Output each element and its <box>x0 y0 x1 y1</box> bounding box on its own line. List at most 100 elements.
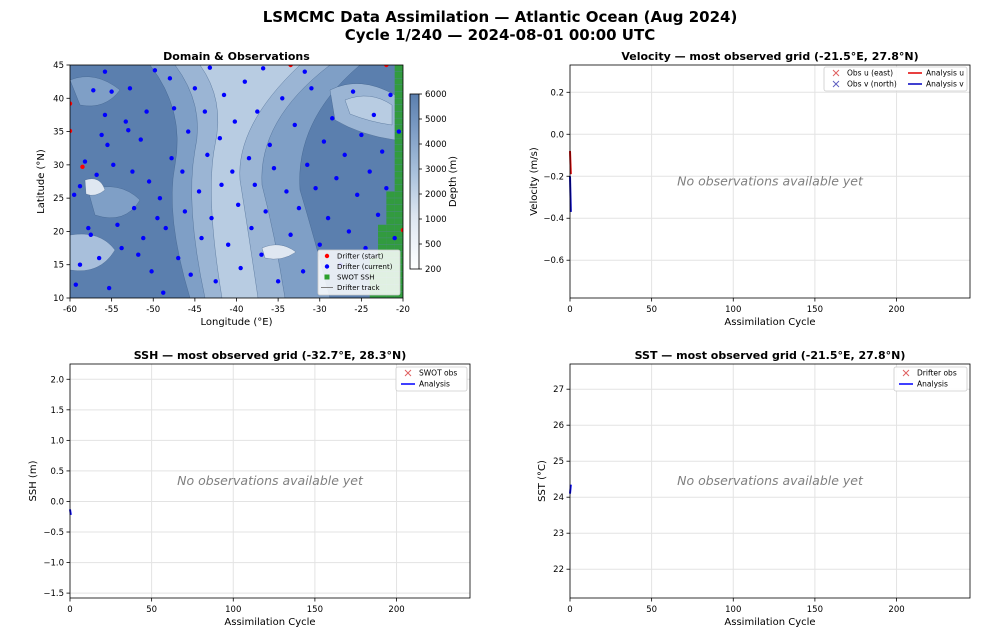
drifter-current-point <box>99 132 104 138</box>
colorbar-tick-label: 500 <box>425 240 441 250</box>
figure-title-line2: Cycle 1/240 — 2024-08-01 00:00 UTC <box>344 26 656 44</box>
legend-label: Obs u (east) <box>847 69 893 78</box>
axes-frame <box>569 363 971 599</box>
colorbar-tick-label: 2000 <box>425 190 447 200</box>
y-tick-label: 27 <box>553 385 564 395</box>
x-tick-label: -40 <box>230 305 244 315</box>
drifter-current-point <box>213 279 218 284</box>
colorbar-label: Depth (m) <box>448 156 459 207</box>
drifter-current-point <box>249 225 254 231</box>
drifter-start-point <box>400 227 403 233</box>
x-tick-label: -60 <box>63 305 77 315</box>
swot-ssh-cell <box>386 231 395 238</box>
legend-box <box>395 366 468 392</box>
y-tick-label: 15 <box>53 261 64 271</box>
x-tick-label: -20 <box>396 305 410 315</box>
drifter-current-point <box>260 66 266 71</box>
swot-ssh-cell <box>394 164 403 172</box>
colorbar-tick-label: 4000 <box>425 140 447 150</box>
x-axis-label: Assimilation Cycle <box>224 617 315 628</box>
swot-ssh-cell <box>394 204 403 212</box>
colorbar-tick-label: 200 <box>425 265 441 275</box>
y-tick-label: 10 <box>53 294 64 304</box>
swot-ssh-cell <box>394 198 403 205</box>
drifter-current-point <box>149 269 154 274</box>
y-tick-label: 0.5 <box>50 467 64 477</box>
drifter-current-point <box>182 209 188 214</box>
drifter-current-point <box>82 159 88 164</box>
drifter-current-point <box>155 215 160 221</box>
legend-label: Analysis <box>917 380 948 389</box>
drifter-current-point <box>334 175 339 181</box>
drifter-current-point <box>106 285 112 291</box>
drifter-current-point <box>271 165 277 171</box>
swot-ssh-cell <box>394 104 403 112</box>
y-tick-label: 22 <box>553 565 564 575</box>
swot-ssh-cell <box>378 224 387 232</box>
axes-frame <box>569 64 971 299</box>
panel-title: Domain & Observations <box>163 50 310 63</box>
map-legend: Drifter (start) Drifter (current) SWOT SSH… <box>317 249 401 296</box>
no-observations-note: No observations available yet <box>177 473 364 488</box>
swot-ssh-cell <box>386 191 395 198</box>
y-tick-label: 26 <box>553 421 564 431</box>
drifter-current-point <box>102 112 108 118</box>
panel-title: SST — most observed grid (-21.5°E, 27.8°… <box>635 349 906 362</box>
x-tick-label: 100 <box>225 605 241 615</box>
drifter-current-point <box>363 245 368 251</box>
drifter-current-point <box>252 182 258 188</box>
x-tick-label: 100 <box>725 305 741 315</box>
y-tick-label: 2.0 <box>50 375 64 385</box>
swot-ssh-cell <box>394 118 403 125</box>
drifter-current-point <box>309 86 314 91</box>
series-legend: Drifter obs Analysis <box>893 366 968 392</box>
x-tick-label: 100 <box>725 605 741 615</box>
y-tick-label: 20 <box>53 227 64 237</box>
swot-ssh-cell <box>394 158 403 165</box>
swot-ssh-cell <box>394 111 403 118</box>
legend-box <box>823 66 968 92</box>
drifter-current-point <box>255 109 260 114</box>
y-tick-label: −0.5 <box>43 528 64 538</box>
panel-title: SSH — most observed grid (-32.7°E, 28.3°… <box>134 349 406 362</box>
drifter-current-point <box>152 68 158 73</box>
drifter-current-point <box>246 156 252 161</box>
y-tick-label: 45 <box>53 61 64 71</box>
drifter-current-point <box>221 92 227 98</box>
no-observations-note: No observations available yet <box>677 473 864 488</box>
drifter-current-point <box>392 235 397 241</box>
velocity-panel: 0 50 100 150 200 −0.6 −0.4 −0.2 0.0 0.2 Velocity —… <box>529 50 971 328</box>
drifter-current-point <box>275 279 281 284</box>
drifter-current-point <box>77 183 83 189</box>
drifter-current-point <box>313 185 318 191</box>
legend-marker-current <box>324 264 330 269</box>
drifter-current-point <box>263 209 268 214</box>
swot-ssh-cell <box>394 131 403 138</box>
colorbar-tick-label: 6000 <box>425 90 447 100</box>
swot-ssh-cell <box>394 98 403 105</box>
drifter-current-point <box>230 169 235 174</box>
drifter-current-point <box>199 235 204 241</box>
drifter-current-point <box>302 69 307 74</box>
swot-ssh-cell <box>386 244 395 252</box>
drifter-current-point <box>186 129 191 134</box>
drifter-current-point <box>146 179 152 184</box>
drifter-current-point <box>242 79 248 84</box>
x-axis-label: Assimilation Cycle <box>724 617 815 628</box>
drifter-current-point <box>267 142 272 148</box>
drifter-current-point <box>91 88 96 93</box>
y-tick-label: 25 <box>553 457 564 467</box>
drifter-current-point <box>225 242 231 247</box>
bathymetry-contour <box>344 95 393 126</box>
swot-ssh-cell <box>394 124 403 132</box>
drifter-current-point <box>321 139 327 144</box>
bathymetry-contour <box>261 244 297 260</box>
y-axis-label: SST (°C) <box>537 460 548 502</box>
drifter-current-point <box>130 169 135 174</box>
drifter-current-point <box>384 185 389 191</box>
sst-panel: 0 50 100 150 200 22 23 24 25 26 27 SST — most obser… <box>537 349 971 628</box>
drifter-current-point <box>119 245 124 251</box>
swot-ssh-cell <box>394 184 403 192</box>
drifter-current-point <box>367 169 372 174</box>
